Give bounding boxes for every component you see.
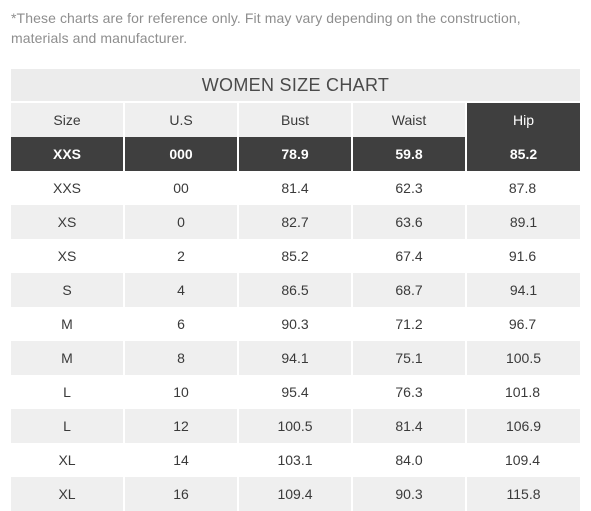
header-bust: Bust [239, 103, 353, 137]
cell-waist: 59.8 [353, 137, 467, 171]
cell-bust: 78.9 [239, 137, 353, 171]
cell-us: 10 [125, 375, 239, 409]
cell-us: 16 [125, 477, 239, 511]
cell-bust: 81.4 [239, 171, 353, 205]
cell-waist: 62.3 [353, 171, 467, 205]
cell-size: XXS [11, 171, 125, 205]
header-hip: Hip [467, 103, 580, 137]
cell-hip: 85.2 [467, 137, 580, 171]
cell-size: S [11, 273, 125, 307]
table-row: XS 2 85.2 67.4 91.6 [11, 239, 580, 273]
table-row: S 4 86.5 68.7 94.1 [11, 273, 580, 307]
cell-hip: 101.8 [467, 375, 580, 409]
table-row: M 6 90.3 71.2 96.7 [11, 307, 580, 341]
cell-waist: 67.4 [353, 239, 467, 273]
cell-hip: 106.9 [505, 418, 542, 434]
reference-note: *These charts are for reference only. Fi… [11, 10, 521, 46]
cell-waist: 76.3 [353, 375, 467, 409]
cell-hip: 89.1 [509, 214, 538, 230]
table-header-row: Size U.S Bust Waist Hip [11, 103, 580, 137]
cell-size: M [11, 307, 125, 341]
cell-size: XL [11, 443, 125, 477]
cell-us: 2 [125, 239, 239, 273]
cell-bust: 109.4 [239, 477, 353, 511]
table-row: XL 14 103.1 84.0 109.4 [11, 443, 580, 477]
table-row: L 10 95.4 76.3 101.8 [11, 375, 580, 409]
cell-waist: 84.0 [353, 443, 467, 477]
cell-waist: 75.1 [353, 341, 467, 375]
header-waist: Waist [353, 103, 467, 137]
cell-size: XS [11, 239, 125, 273]
cell-waist: 90.3 [353, 477, 467, 511]
cell-size: XS [11, 205, 125, 239]
cell-bust: 95.4 [239, 375, 353, 409]
cell-us: 6 [125, 307, 239, 341]
cell-us: 00 [125, 171, 239, 205]
cell-bust: 103.1 [239, 443, 353, 477]
cell-hip: 94.1 [509, 282, 538, 298]
cell-size: L [11, 409, 125, 443]
cell-bust: 82.7 [239, 205, 353, 239]
cell-waist: 68.7 [353, 273, 467, 307]
table-row: XL 16 109.4 90.3 115.8 [11, 477, 580, 511]
cell-us: 8 [125, 341, 239, 375]
cell-hip: 87.8 [467, 171, 580, 205]
cell-us: 12 [125, 409, 239, 443]
cell-bust: 90.3 [239, 307, 353, 341]
cell-hip: 109.4 [467, 443, 580, 477]
cell-bust: 94.1 [239, 341, 353, 375]
cell-hip: 96.7 [467, 307, 580, 341]
table-body: XXS 000 78.9 59.8 85.2 XXS 00 81.4 62.3 87.8 XS 0 82… [11, 137, 580, 511]
cell-size: XXS [11, 137, 125, 171]
table-row: M 8 94.1 75.1 100.5 [11, 341, 580, 375]
table-row: L 12 100.5 81.4 106.9 [11, 409, 580, 443]
cell-waist: 63.6 [353, 205, 467, 239]
table-row: XXS 00 81.4 62.3 87.8 [11, 171, 580, 205]
cell-bust: 86.5 [239, 273, 353, 307]
cell-us: 0 [125, 205, 239, 239]
cell-hip: 100.5 [505, 350, 542, 366]
cell-waist: 71.2 [353, 307, 467, 341]
cell-size: L [11, 375, 125, 409]
cell-size: XL [11, 477, 125, 511]
cell-hip: 115.8 [506, 486, 541, 502]
header-size: Size [11, 103, 125, 137]
table-row: XXS 000 78.9 59.8 85.2 [11, 137, 580, 171]
cell-hip: 91.6 [467, 239, 580, 273]
cell-size: M [11, 341, 125, 375]
header-us: U.S [125, 103, 239, 137]
cell-us: 4 [125, 273, 239, 307]
cell-us: 14 [125, 443, 239, 477]
cell-us: 000 [125, 137, 239, 171]
cell-waist: 81.4 [353, 409, 467, 443]
chart-title: WOMEN SIZE CHART [11, 69, 580, 103]
cell-bust: 85.2 [239, 239, 353, 273]
women-size-chart: WOMEN SIZE CHART Size U.S Bust Waist Hip… [11, 69, 580, 511]
cell-bust: 100.5 [239, 409, 353, 443]
table-row: XS 0 82.7 63.6 89.1 [11, 205, 580, 239]
